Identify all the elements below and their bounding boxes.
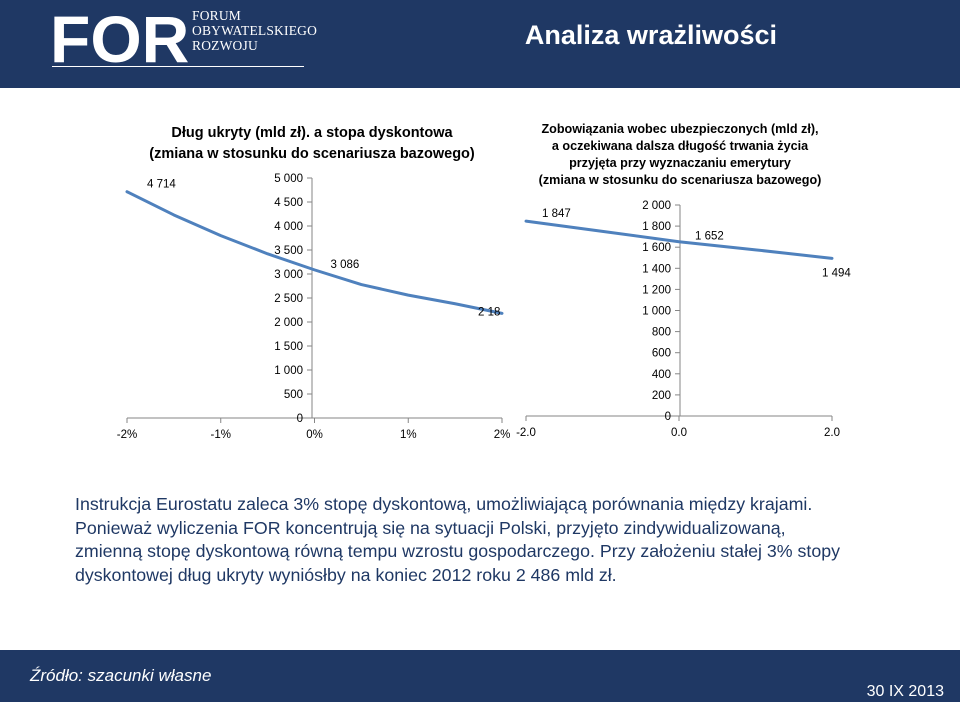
data-label: 1 494 <box>822 267 851 279</box>
x-tick-label: -1% <box>211 429 231 441</box>
y-tick-label: 1 800 <box>642 221 671 233</box>
body-line: Instrukcja Eurostatu zaleca 3% stopę dys… <box>75 494 813 514</box>
logo-line: OBYWATELSKIEGO <box>192 23 318 38</box>
date-label: 30 IX 2013 <box>866 683 944 700</box>
chart-title-line: (zmiana w stosunku do scenariusza bazowe… <box>149 146 475 162</box>
y-tick-label: 500 <box>284 389 303 401</box>
body-line: Ponieważ wyliczenia FOR koncentrują się … <box>75 517 786 538</box>
data-label: 3 086 <box>331 259 360 271</box>
logo-underline <box>52 66 304 67</box>
x-tick-label: 2% <box>494 429 511 441</box>
y-tick-label: 4 000 <box>274 221 303 233</box>
y-tick-label: 1 600 <box>642 242 671 254</box>
data-label: 2 18 <box>478 306 500 318</box>
y-tick-label: 600 <box>652 348 671 360</box>
chart-title-line: Dług ukryty (mld zł). a stopa dyskontowa <box>171 125 453 141</box>
y-tick-label: 200 <box>652 390 671 402</box>
body-line: zmienną stopę dyskontową równą tempu wzr… <box>75 541 840 561</box>
footer-bar <box>0 650 960 702</box>
data-label: 4 714 <box>147 179 176 191</box>
series-line <box>524 219 834 260</box>
chart-discount-rate: Dług ukryty (mld zł). a stopa dyskontowa… <box>112 100 512 450</box>
source-note: Źródło: szacunki własne <box>30 666 212 685</box>
y-tick-label: 800 <box>652 327 671 339</box>
x-tick-label: 2.0 <box>824 427 840 439</box>
y-tick-label: 3 000 <box>274 269 303 281</box>
chart-title-line: przyjęta przy wyznaczaniu emerytury <box>569 156 791 170</box>
y-tick-label: 1 500 <box>274 341 303 353</box>
y-tick-label: 0 <box>297 413 303 425</box>
y-tick-label: 3 500 <box>274 245 303 257</box>
logo-wordmark: FOR <box>50 6 189 70</box>
chart-discount-rate-svg: Dług ukryty (mld zł). a stopa dyskontowa… <box>117 125 511 441</box>
page-title: Analiza wrażliwości <box>524 20 777 50</box>
for-logo-icon: FOR <box>50 6 189 70</box>
y-tick-label: 400 <box>652 369 671 381</box>
header-bar: FOR FORUM OBYWATELSKIEGO ROZWOJU Analiza… <box>0 0 960 88</box>
logo-line: FORUM <box>192 8 242 23</box>
chart-title-line: a oczekiwana dalsza długość trwania życi… <box>552 139 809 153</box>
y-tick-label: 1 000 <box>274 365 303 377</box>
series-line <box>125 190 504 315</box>
y-tick-label: 1 400 <box>642 263 671 275</box>
y-tick-label: 4 500 <box>274 197 303 209</box>
y-tick-label: 2 500 <box>274 293 303 305</box>
y-tick-label: 0 <box>665 411 671 423</box>
data-label: 1 652 <box>695 231 724 243</box>
logo-line: ROZWOJU <box>192 38 258 53</box>
chart-title-line: (zmiana w stosunku do scenariusza bazowe… <box>539 173 822 187</box>
y-tick-label: 2 000 <box>274 317 303 329</box>
x-tick-label: 1% <box>400 429 417 441</box>
x-tick-label: 0.0 <box>671 427 687 439</box>
data-label: 1 847 <box>542 208 571 220</box>
y-tick-label: 2 000 <box>642 200 671 212</box>
x-tick-label: 0% <box>306 429 323 441</box>
y-tick-label: 1 000 <box>642 306 671 318</box>
chart-life-expectancy-svg: Zobowiązania wobec ubezpieczonych (mld z… <box>516 122 851 439</box>
chart-life-expectancy: Zobowiązania wobec ubezpieczonych (mld z… <box>510 100 870 450</box>
chart-title-line: Zobowiązania wobec ubezpieczonych (mld z… <box>541 122 818 136</box>
logo-subtitle: FORUM OBYWATELSKIEGO ROZWOJU <box>192 8 317 53</box>
body-paragraph: Instrukcja Eurostatu zaleca 3% stopę dys… <box>75 493 912 587</box>
body-line: dyskontowej dług ukryty wyniósłby na kon… <box>75 564 617 585</box>
y-tick-label: 1 200 <box>642 284 671 296</box>
x-tick-label: -2.0 <box>516 427 536 439</box>
y-tick-label: 5 000 <box>274 173 303 185</box>
x-tick-label: -2% <box>117 429 137 441</box>
